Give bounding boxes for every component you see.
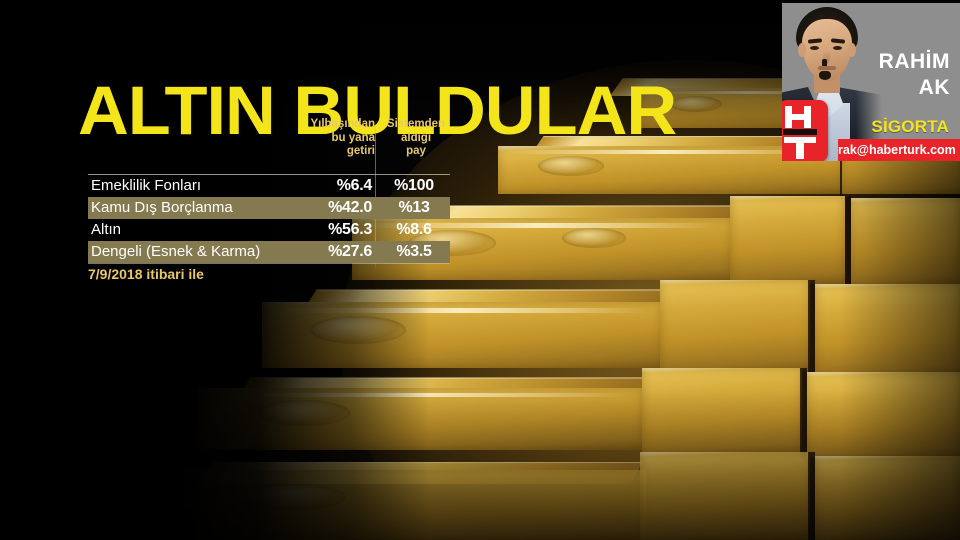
row-value-ytd: %6.4 (336, 177, 373, 194)
nose (823, 51, 830, 64)
data-table: Yılbaşından bu yana getiri Sistemden ald… (88, 118, 450, 270)
badge-panel: RAHİM AK SİGORTA rak@haberturk.com (782, 3, 960, 161)
row-label: Altın (91, 221, 122, 238)
table-row: Dengeli (Esnek & Karma) %27.6 %3.5 (88, 241, 450, 263)
table-rule-top (88, 174, 450, 175)
haberturk-logo-icon[interactable] (782, 100, 828, 161)
face (802, 19, 852, 81)
eye-right (833, 46, 842, 50)
chin-beard (819, 71, 831, 80)
eye-left (810, 46, 819, 50)
row-value-share: %100 (394, 177, 434, 194)
table-row: Emeklilik Fonları %6.4 %100 (88, 175, 450, 197)
table-header-row: Yılbaşından bu yana getiri Sistemden ald… (88, 118, 450, 174)
page-title: ALTIN BULDULAR (78, 72, 677, 150)
row-label: Emeklilik Fonları (91, 177, 202, 194)
gold-bar (730, 196, 845, 284)
goatee (822, 59, 827, 68)
table-row: Kamu Dış Borçlanma %42.0 %13 (88, 197, 450, 219)
row-label: Dengeli (Esnek & Karma) (91, 243, 261, 260)
table-row: Altın %56.3 %8.6 (88, 219, 450, 241)
table-rule-bottom (88, 263, 450, 264)
author-name-last: AK (918, 76, 950, 99)
email-bar (838, 139, 960, 161)
row-value-ytd: %42.0 (328, 199, 372, 216)
section-label: SİGORTA (871, 117, 949, 136)
row-value-ytd: %56.3 (328, 221, 372, 238)
row-value-ytd: %27.6 (328, 243, 372, 260)
table-footnote: 7/9/2018 itibari ile (88, 266, 204, 282)
row-value-share: %3.5 (396, 243, 432, 260)
mouth (818, 66, 836, 70)
vignette-bottom (0, 390, 960, 540)
author-email[interactable]: rak@haberturk.com (838, 143, 956, 157)
row-value-share: %8.6 (396, 221, 432, 238)
photo-fade (856, 3, 882, 161)
column-header-share: Sistemden aldığı pay (386, 118, 446, 157)
author-name-first: RAHİM (878, 50, 950, 73)
ear-right (848, 43, 856, 57)
column-divider (375, 120, 376, 270)
bar-seam (808, 280, 815, 376)
row-label: Kamu Dış Borçlanma (91, 199, 233, 216)
author-badge: RAHİM AK SİGORTA rak@haberturk.com (782, 3, 960, 161)
row-value-share: %13 (398, 199, 430, 216)
ear-left (798, 43, 806, 57)
gold-bar (660, 280, 810, 372)
column-header-ytd: Yılbaşından bu yana getiri (310, 118, 375, 157)
